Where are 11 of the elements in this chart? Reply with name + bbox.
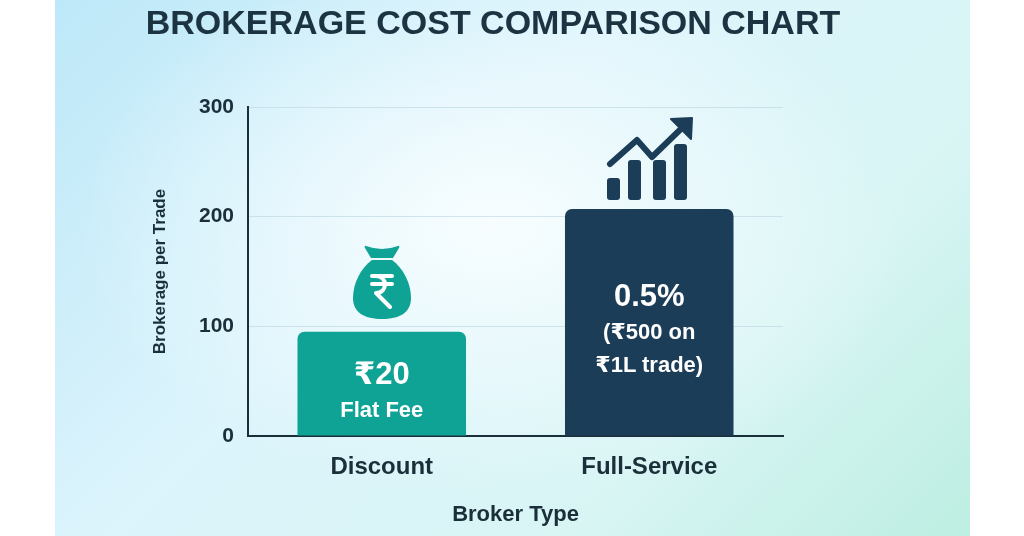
y-tick-label: 300	[198, 93, 234, 117]
y-axis-title: Brokerage per Trade	[149, 188, 169, 355]
y-tick-label: 0	[222, 422, 234, 446]
annotation: ₹20 Flat Fee	[340, 355, 424, 422]
chart-title: BROKERAGE COST COMPARISON CHART	[145, 2, 841, 43]
y-tick-label: 100	[198, 313, 234, 337]
x-tick-label: Discount	[330, 452, 434, 480]
x-axis-title: Broker Type	[452, 500, 579, 526]
annotation: 0.5% (₹500 on ₹1L trade)	[595, 277, 704, 377]
x-tick-label: Full-Service	[581, 452, 718, 480]
y-tick-label: 200	[198, 203, 234, 227]
